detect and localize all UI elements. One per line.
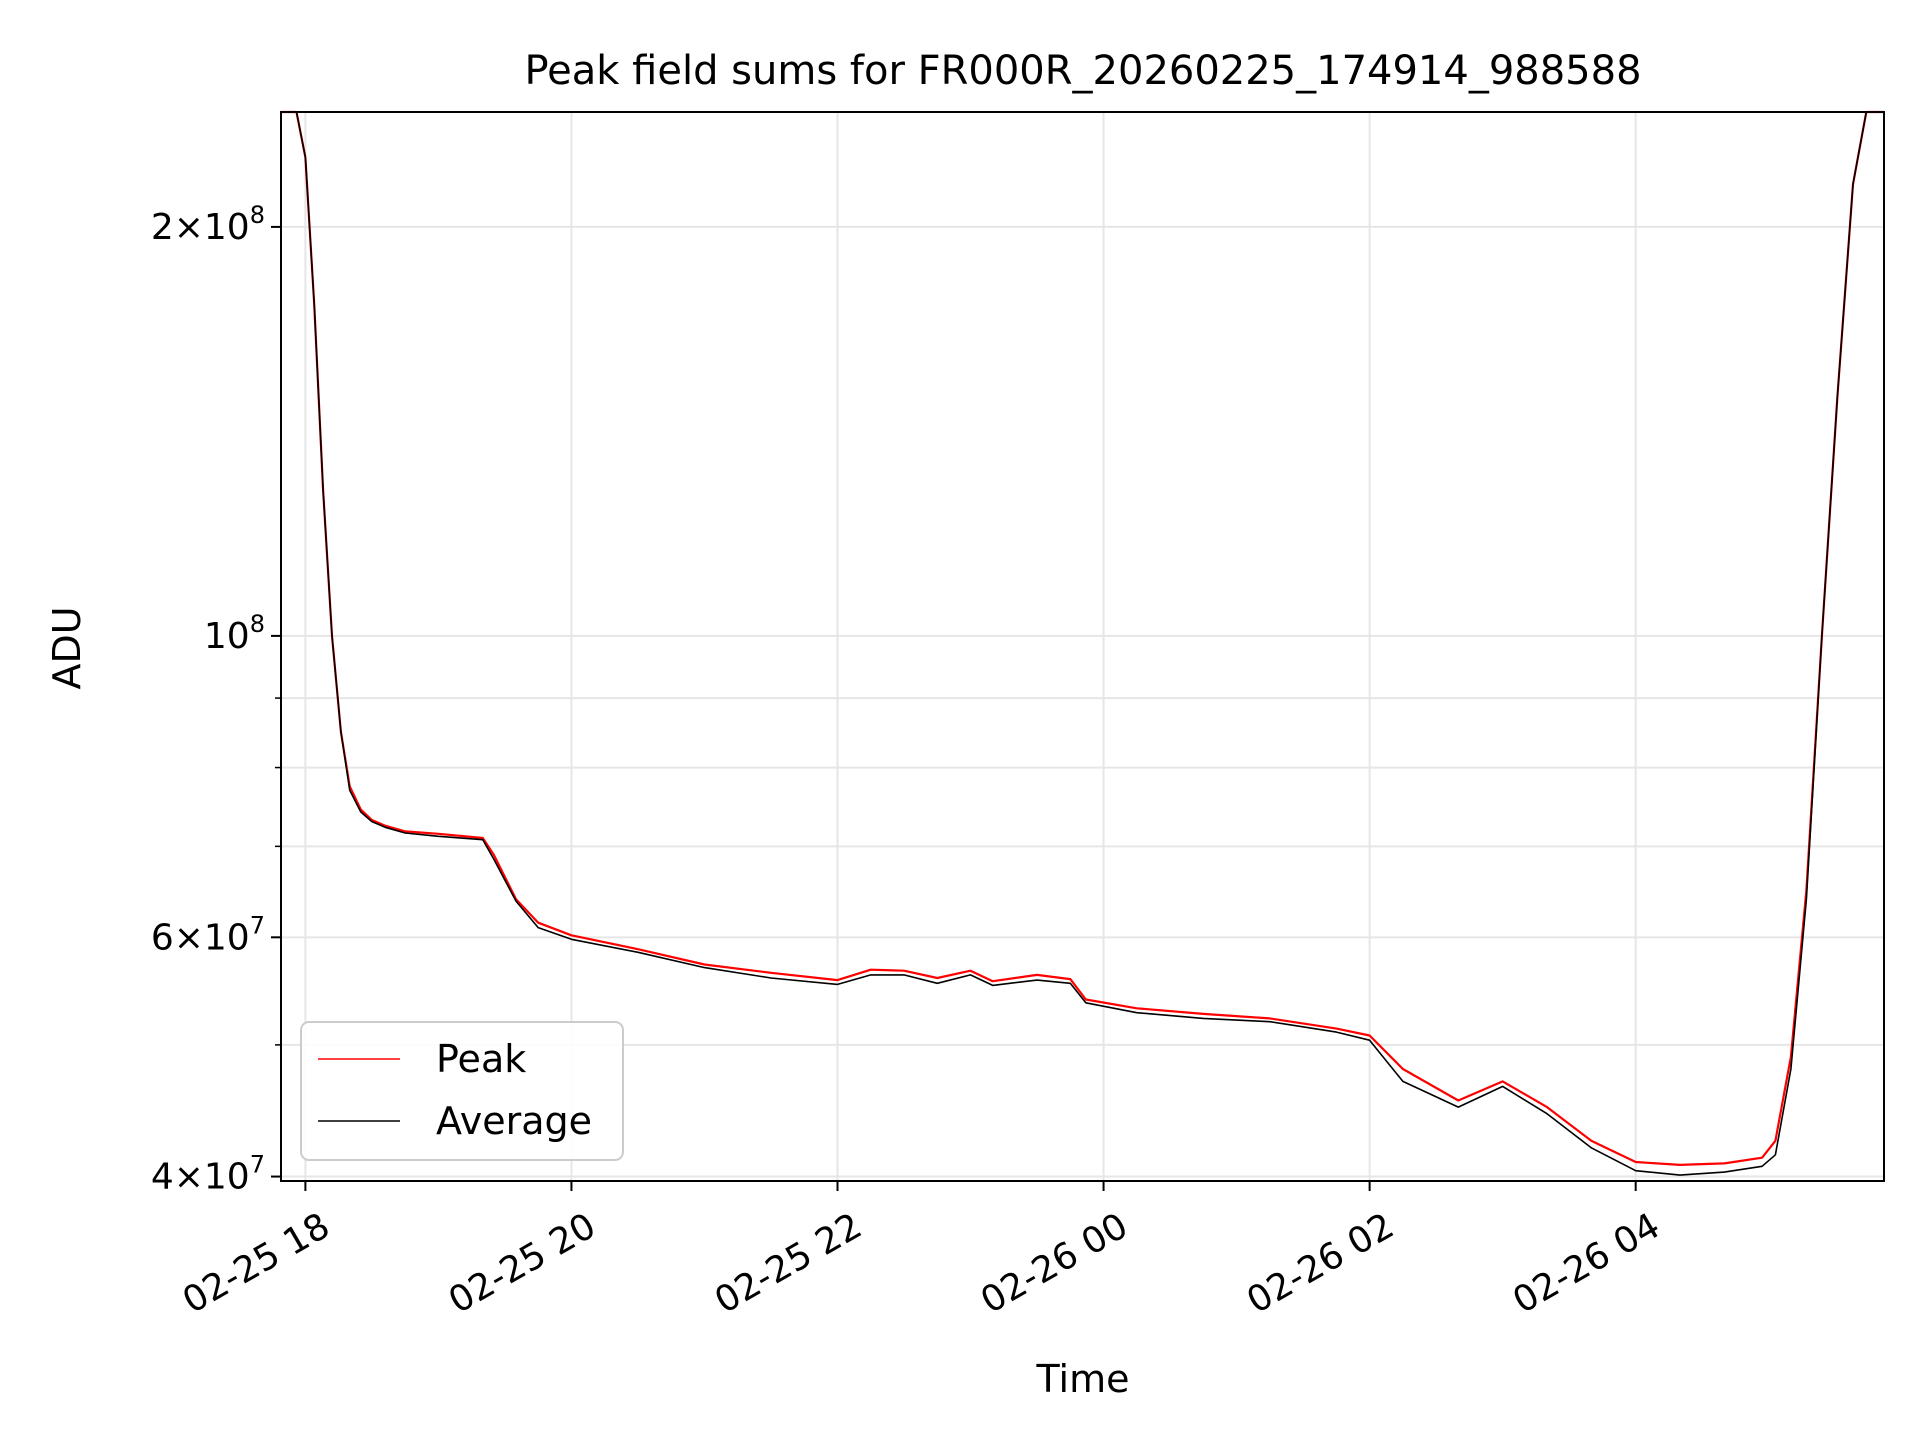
legend: Peak Average: [300, 1021, 624, 1161]
y-tick-label: 6×107: [151, 911, 265, 958]
y-tick-label: 4×107: [151, 1151, 265, 1198]
series-line-average: [281, 111, 1884, 1176]
grid: [281, 112, 1884, 1181]
series-line-peak: [281, 110, 1884, 1167]
chart-title: Peak field sums for FR000R_20260225_1749…: [524, 48, 1641, 94]
legend-label-peak: Peak: [436, 1037, 526, 1081]
y-axis-label: ADU: [45, 606, 89, 689]
legend-label-average: Average: [436, 1099, 592, 1143]
y-tick-label: 2×108: [151, 201, 265, 248]
x-axis-label: Time: [1036, 1357, 1130, 1401]
plot-frame: [280, 111, 1885, 1182]
legend-box: [300, 1021, 624, 1161]
plot-series: [281, 110, 1884, 1176]
